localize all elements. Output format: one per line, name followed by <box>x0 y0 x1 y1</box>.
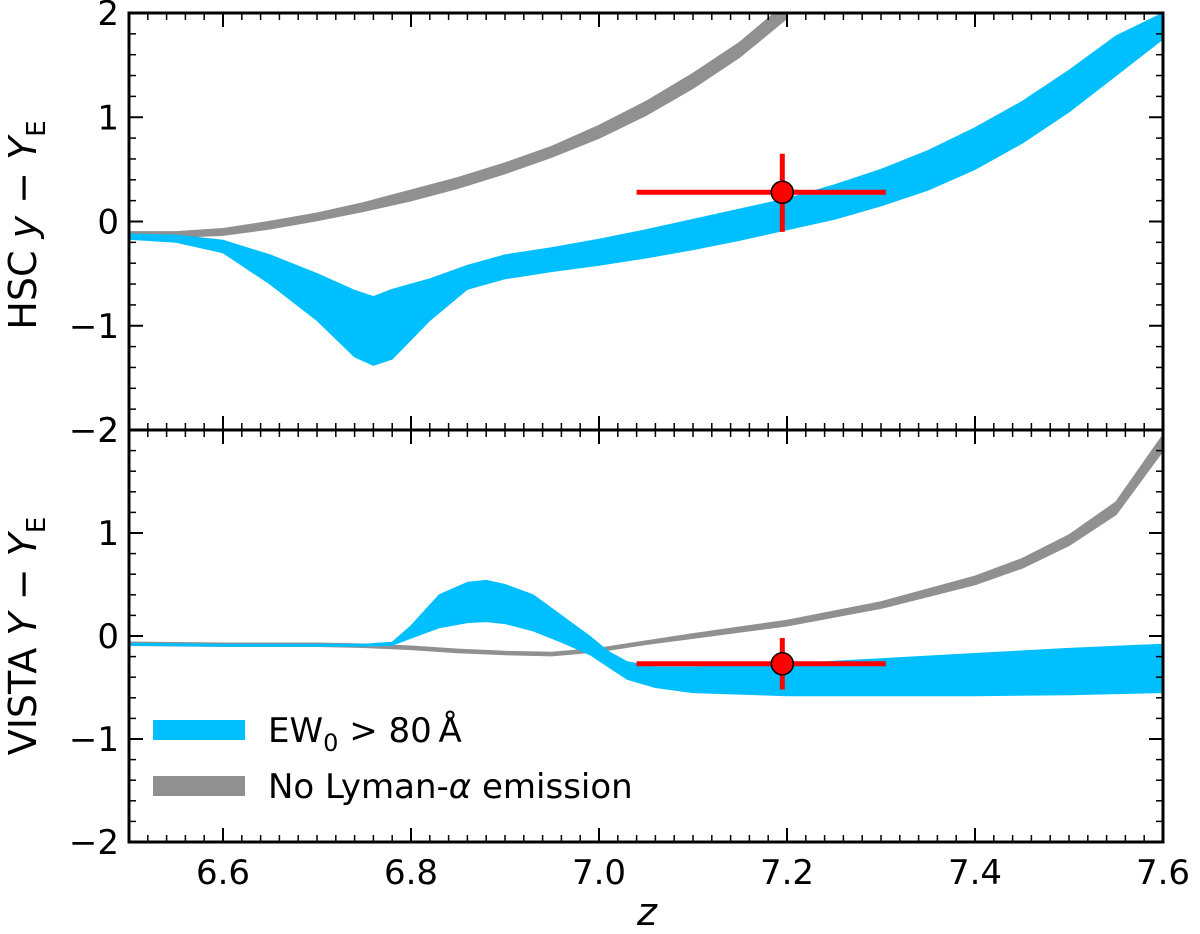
svg-text:HSC y − YE: HSC y − YE <box>1 120 52 329</box>
y-tick-label-bottom: 0 <box>97 617 119 657</box>
y-tick-label-top: 0 <box>97 203 119 243</box>
legend-swatch-nolya <box>153 776 245 796</box>
y-tick-label-bottom: −2 <box>69 823 119 863</box>
nolya-band-bottom <box>129 433 1163 657</box>
y-axis-label-top: HSC y − YE <box>1 120 52 329</box>
y-tick-label-top: −2 <box>69 411 119 451</box>
svg-text:VISTA Y − YE: VISTA Y − YE <box>1 517 52 756</box>
data-point-bottom <box>770 652 795 676</box>
x-axis-label: z <box>636 890 658 934</box>
plot-area-bottom <box>129 433 1163 697</box>
plot-area-top <box>129 13 1163 366</box>
panel-top: −2 −1 0 1 2 <box>69 0 1165 451</box>
y-axis-label-bottom: VISTA Y − YE <box>1 517 52 756</box>
ew-band-bottom <box>129 579 1163 697</box>
x-tick-label: 7.6 <box>1136 853 1190 893</box>
x-tick-label: 7.4 <box>948 853 1002 893</box>
ew-band-top <box>129 13 1163 366</box>
data-point-top <box>770 180 795 205</box>
y-tick-label-top: 2 <box>97 0 119 34</box>
y-tick-label-bottom: 1 <box>97 514 119 554</box>
y-tick-label-top: 1 <box>97 98 119 138</box>
legend-swatch-band <box>153 720 245 740</box>
x-tick-label: 7.2 <box>760 853 814 893</box>
x-tick-label: 7.0 <box>572 853 626 893</box>
y-tick-label-bottom: 2 <box>97 411 119 451</box>
y-tick-label-top: −1 <box>69 307 119 347</box>
legend-label-nolya: No Lyman-α emission <box>268 767 633 807</box>
y-tick-label-bottom: −1 <box>69 720 119 760</box>
legend-label-band: EW0 > 80 Å <box>268 710 462 757</box>
x-tick-label: 6.6 <box>196 853 250 893</box>
panel-bottom: −2 −1 0 1 2 6.6 6.8 7.0 7.2 7.4 7.6 <box>69 411 1190 893</box>
nolya-band-top <box>129 13 788 238</box>
x-tick-label: 6.8 <box>384 853 438 893</box>
legend: EW0 > 80 Å No Lyman-α emission <box>153 710 633 807</box>
